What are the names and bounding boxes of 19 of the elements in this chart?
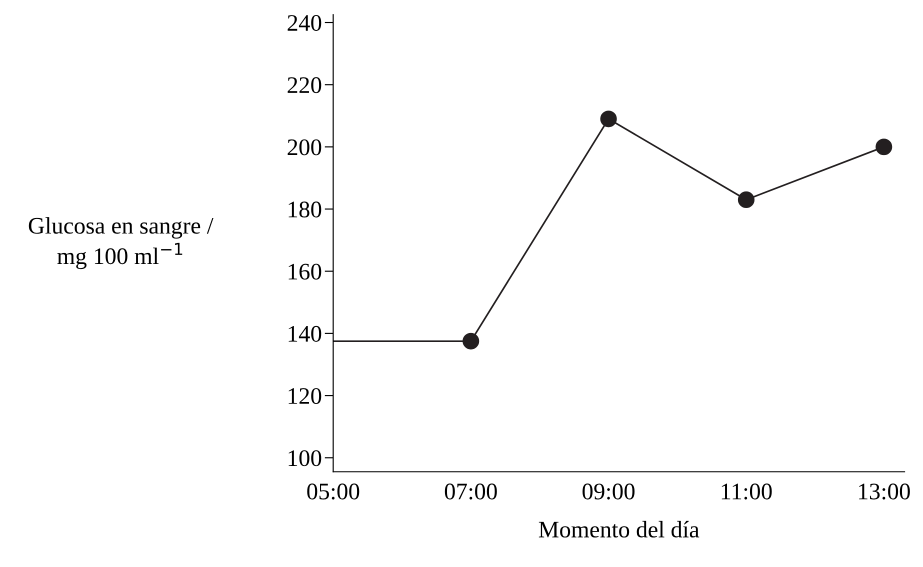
y-tick-label: 160	[288, 264, 322, 280]
x-tick-label: 07:00	[444, 484, 497, 500]
y-tick-label: 180	[288, 202, 322, 218]
x-axis-title: Momento del día	[538, 520, 700, 538]
y-tick-label: 140	[288, 326, 322, 342]
y-axis-title: Glucosa en sangre / mg 100 ml$^{−1}$	[28, 217, 214, 270]
y-tick-label: 120	[288, 388, 322, 404]
point	[876, 138, 892, 156]
y-tick-label: 220	[288, 77, 322, 94]
point	[600, 110, 617, 128]
x-tick-label: 11:00	[722, 484, 772, 500]
point	[738, 191, 755, 208]
x-tick-label: 13:00	[859, 484, 910, 500]
point	[462, 332, 480, 350]
x-tick-label: 05:00	[307, 484, 360, 500]
y-tick-label: 100	[288, 450, 322, 466]
y-tick-label: 200	[288, 139, 322, 156]
x-tick-label: 09:00	[582, 484, 635, 500]
y-tick-label: 240	[288, 15, 322, 31]
